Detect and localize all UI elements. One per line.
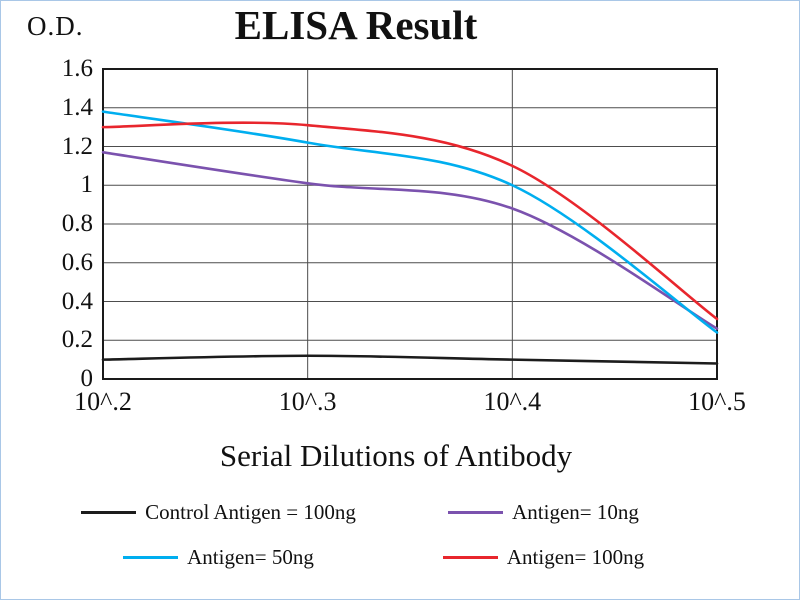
legend: Control Antigen = 100ng Antigen= 10ng Anti… [56,500,706,570]
y-tick-label: 0.4 [61,287,93,315]
legend-label: Antigen= 10ng [512,500,639,524]
chart-title: ELISA Result [234,2,478,48]
legend-label: Control Antigen = 100ng [145,500,356,524]
legend-line-icon [81,511,137,514]
legend-item-3: Antigen= 100ng [381,545,706,570]
x-tick-label: 10^.2 [74,387,132,416]
x-tick-label: 10^.4 [483,387,542,416]
y-tick-label: 1.6 [61,55,93,82]
y-tick-label: 1.4 [61,93,93,121]
legend-item-0: Control Antigen = 100ng [56,500,381,525]
legend-item-1: Antigen= 10ng [381,500,706,525]
y-axis-title: O.D. [27,11,84,41]
y-tick-label: 0 [80,365,94,392]
legend-item-2: Antigen= 50ng [56,545,381,570]
plot-border [102,68,718,380]
y-tick-label: 0.2 [61,326,93,354]
series-line-0 [101,354,719,365]
x-axis-title: Serial Dilutions of Antibody [219,438,573,473]
y-tick-label: 1 [80,171,94,199]
y-tick-label: 0.6 [61,248,93,276]
legend-line-icon [442,556,498,559]
series-line-3 [101,121,719,321]
y-tick-label: 1.2 [61,132,93,160]
legend-label: Antigen= 50ng [187,545,314,569]
x-tick-label: 10^.5 [688,387,746,416]
y-tick-label: 0.8 [61,210,93,237]
legend-label: Antigen= 100ng [506,545,645,569]
legend-line-icon [448,511,504,514]
series-line-1 [101,151,719,330]
series-line-2 [101,110,719,334]
legend-line-icon [123,556,179,559]
x-tick-label: 10^.3 [278,387,337,416]
